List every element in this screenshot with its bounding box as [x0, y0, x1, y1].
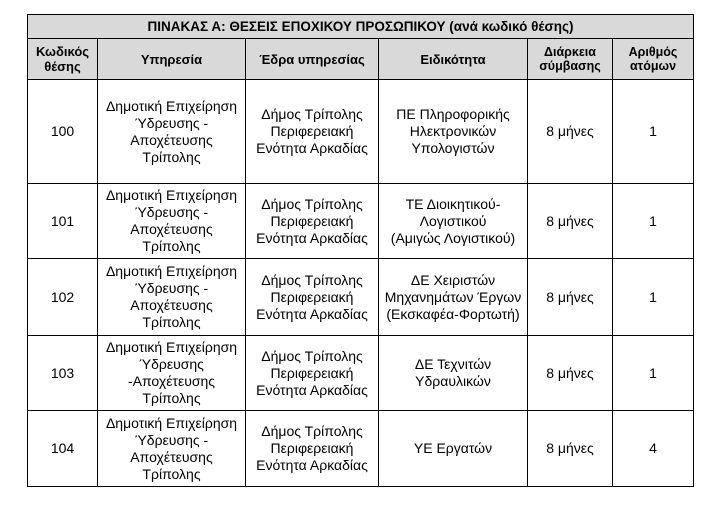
cell-location: Δήμος Τρίπολης Περιφερειακή Ενότητα Αρκα…	[245, 79, 379, 184]
cell-location: Δήμος Τρίπολης Περιφερειακή Ενότητα Αρκα…	[245, 183, 379, 259]
table-row: 103 Δημοτική Επιχείρηση Ύδρευσης -Αποχέτ…	[27, 335, 695, 411]
header-persons-line: ατόμων	[629, 59, 677, 73]
cell-persons: 1	[611, 183, 695, 259]
cell-line: Υδραυλικών	[415, 373, 491, 389]
cell-persons: 1	[611, 79, 695, 184]
cell-persons: 4	[611, 410, 695, 487]
cell-line: (Αμιγώς Λογιστικού)	[390, 229, 516, 246]
cell-location: Δήμος Τρίπολης Περιφερειακή Ενότητα Αρκα…	[245, 258, 379, 336]
cell-line: Δήμος Τρίπολης	[261, 195, 363, 212]
cell-specialty: ΤΕ Διοικητικού- Λογιστικού (Αμιγώς Λογισ…	[378, 183, 528, 259]
cell-persons: 1	[611, 258, 695, 336]
cell-line: Ύδρευσης	[139, 356, 204, 372]
table-title: ΠΙΝΑΚΑΣ Α: ΘΕΣΕΙΣ ΕΠΟΧΙΚΟΥ ΠΡΟΣΩΠΙΚΟΥ (α…	[26, 14, 695, 39]
cell-location: Δήμος Τρίπολης Περιφερειακή Ενότητα Αρκα…	[245, 335, 379, 411]
header-duration: Διάρκεια σύμβασης	[527, 38, 613, 80]
cell-line: ΔΕ Τεχνιτών	[414, 356, 492, 372]
cell-line: ΔΕ Χειριστών	[410, 271, 496, 288]
cell-code: 102	[27, 258, 98, 336]
cell-line: Δήμος Τρίπολης	[261, 106, 363, 122]
header-service: Υπηρεσία	[97, 38, 246, 80]
cell-code: 101	[27, 183, 98, 259]
cell-line: Ηλεκτρονικών	[409, 123, 497, 139]
cell-specialty: ΔΕ Χειριστών Μηχανημάτων Έργων (Εκσκαφέα…	[378, 258, 528, 336]
cell-line: Δημοτική Επιχείρηση	[105, 414, 238, 431]
cell-line: Δημοτική Επιχείρηση	[105, 187, 238, 203]
cell-duration: 8 μήνες	[527, 410, 613, 487]
cell-line: Ύδρευσης -	[134, 280, 209, 296]
cell-line: Δημοτική Επιχείρηση	[105, 97, 238, 114]
cell-persons: 1	[611, 335, 695, 411]
cell-line: Αποχέτευσης	[130, 221, 213, 237]
table-row: 101 Δημοτική Επιχείρηση Ύδρευσης - Αποχέ…	[27, 183, 695, 259]
cell-duration: 8 μήνες	[527, 79, 613, 184]
header-persons: Αριθμός ατόμων	[611, 38, 695, 80]
cell-code: 100	[27, 79, 98, 184]
cell-line: (Εκσκαφέα-Φορτωτή)	[386, 305, 520, 322]
header-code-line: θέσης	[44, 59, 81, 74]
cell-line: ΥΕ Εργατών	[413, 440, 493, 456]
header-location: Έδρα υπηρεσίας	[245, 38, 379, 80]
cell-specialty: ΥΕ Εργατών	[378, 410, 528, 487]
cell-specialty: ΠΕ Πληροφορικής Ηλεκτρονικών Υπολογιστών	[378, 79, 528, 184]
cell-line: -Αποχέτευσης	[127, 373, 216, 389]
cell-code: 104	[27, 410, 98, 487]
table-row: 104 Δημοτική Επιχείρηση Ύδρευσης - Αποχέ…	[27, 410, 695, 487]
cell-line: Περιφερειακή	[270, 288, 354, 305]
cell-line: Ύδρευσης -	[134, 204, 209, 220]
cell-line: Ύδρευσης -	[134, 114, 209, 131]
cell-line: Δήμος Τρίπολης	[261, 347, 363, 364]
cell-service: Δημοτική Επιχείρηση Ύδρευσης - Αποχέτευσ…	[97, 258, 246, 336]
cell-line: ΠΕ Πληροφορικής	[396, 106, 510, 122]
cell-service: Δημοτική Επιχείρηση Ύδρευσης - Αποχέτευσ…	[97, 410, 246, 487]
cell-line: ΤΕ Διοικητικού-	[405, 195, 501, 212]
cell-line: Ύδρευσης -	[134, 431, 209, 448]
table-row: 102 Δημοτική Επιχείρηση Ύδρευσης - Αποχέ…	[27, 258, 695, 336]
cell-line: Τρίπολης	[142, 390, 201, 406]
cell-line: Ενότητα Αρκαδίας	[256, 229, 368, 246]
cell-line: Ενότητα Αρκαδίας	[256, 305, 368, 322]
cell-line: Δήμος Τρίπολης	[261, 271, 363, 288]
cell-line: Ενότητα Αρκαδίας	[256, 457, 368, 473]
cell-code: 103	[27, 335, 98, 411]
cell-service: Δημοτική Επιχείρηση Ύδρευσης - Αποχέτευσ…	[97, 183, 246, 259]
header-code: Κωδικός θέσης	[27, 38, 98, 80]
cell-line: Περιφερειακή	[270, 212, 354, 229]
cell-line: Μηχανημάτων Έργων	[384, 288, 522, 305]
header-specialty: Ειδικότητα	[378, 38, 528, 80]
cell-line: Δημοτική Επιχείρηση	[105, 263, 238, 279]
cell-line: Υπολογιστών	[411, 140, 495, 156]
seasonal-staff-table: ΠΙΝΑΚΑΣ Α: ΘΕΣΕΙΣ ΕΠΟΧΙΚΟΥ ΠΡΟΣΩΠΙΚΟΥ (α…	[26, 14, 695, 487]
cell-line: Δήμος Τρίπολης	[261, 423, 363, 439]
cell-duration: 8 μήνες	[527, 335, 613, 411]
cell-line: Δημοτική Επιχείρηση	[105, 339, 238, 355]
cell-location: Δήμος Τρίπολης Περιφερειακή Ενότητα Αρκα…	[245, 410, 379, 487]
cell-duration: 8 μήνες	[527, 183, 613, 259]
cell-service: Δημοτική Επιχείρηση Ύδρευσης -Αποχέτευση…	[97, 335, 246, 411]
header-persons-line: Αριθμός	[628, 45, 678, 59]
table-title-row: ΠΙΝΑΚΑΣ Α: ΘΕΣΕΙΣ ΕΠΟΧΙΚΟΥ ΠΡΟΣΩΠΙΚΟΥ (α…	[26, 14, 695, 39]
cell-line: Περιφερειακή	[270, 364, 354, 381]
cell-line: Αποχέτευσης	[130, 448, 213, 465]
cell-line: Ενότητα Αρκαδίας	[256, 140, 368, 156]
cell-line: Αποχέτευσης	[130, 297, 213, 313]
cell-line: Τρίπολης	[142, 465, 201, 482]
cell-line: Τρίπολης	[142, 314, 201, 330]
cell-line: Περιφερειακή	[270, 123, 354, 139]
header-code-line: Κωδικός	[35, 44, 90, 59]
cell-service: Δημοτική Επιχείρηση Ύδρευσης - Αποχέτευσ…	[97, 79, 246, 184]
cell-line: Αποχέτευσης	[130, 131, 213, 148]
table-row: 100 Δημοτική Επιχείρηση Ύδρευσης - Αποχέ…	[27, 79, 695, 184]
header-duration-line: σύμβασης	[539, 59, 601, 73]
cell-line: Περιφερειακή	[270, 440, 354, 456]
cell-specialty: ΔΕ Τεχνιτών Υδραυλικών	[378, 335, 528, 411]
cell-duration: 8 μήνες	[527, 258, 613, 336]
cell-line: Τρίπολης	[142, 238, 201, 254]
table-header-row: Κωδικός θέσης Υπηρεσία Έδρα υπηρεσίας Ει…	[27, 38, 695, 80]
cell-line: Ενότητα Αρκαδίας	[256, 381, 368, 398]
header-duration-line: Διάρκεια	[544, 45, 596, 59]
cell-line: Λογιστικού	[419, 212, 487, 229]
cell-line: Τρίπολης	[142, 148, 201, 165]
